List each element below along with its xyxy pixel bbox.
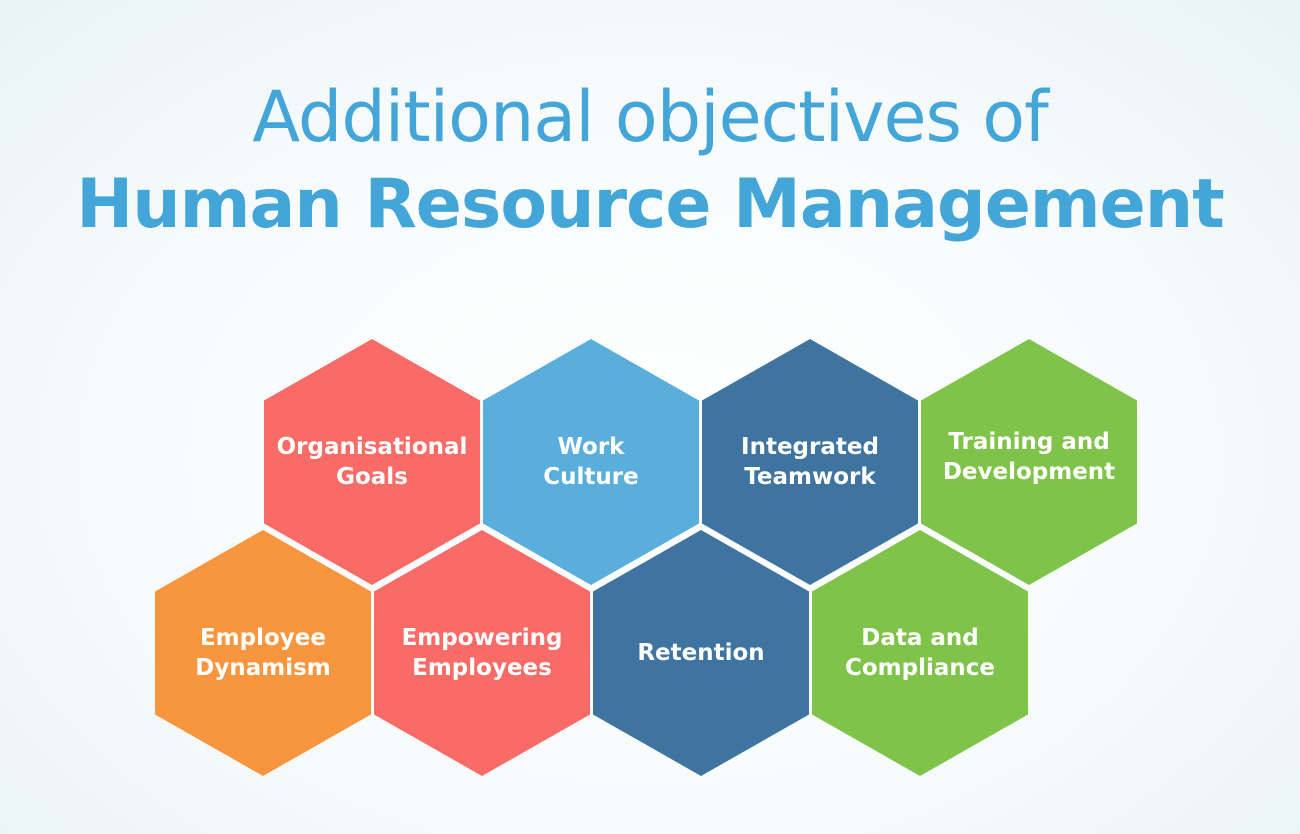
hexagon-label: Empowering Employees <box>401 625 563 681</box>
hexagon-label: Training and Development <box>942 429 1116 485</box>
title-line-1: Additional objectives of <box>252 76 1049 158</box>
hexagon-label: Data and Compliance <box>844 625 995 681</box>
hexagon-work-culture: Work Culture <box>483 339 699 585</box>
title-line-2: Human Resource Management <box>76 165 1224 244</box>
hexagon-empowering-employees: Empowering Employees <box>374 530 590 776</box>
hexagon-label: Employee Dynamism <box>195 625 331 681</box>
hexagon-organisational-goals: Organisational Goals <box>264 339 480 585</box>
hexagon-integrated-teamwork: Integrated Teamwork <box>702 339 918 585</box>
hexagon-employee-dynamism: Employee Dynamism <box>155 530 371 776</box>
hexagon-data-and-compliance: Data and Compliance <box>812 530 1028 776</box>
hexagon-label: Organisational Goals <box>276 434 468 490</box>
hexagon-retention: Retention <box>593 530 809 776</box>
hexagon-label: Work Culture <box>543 434 639 490</box>
hexagon-label: Integrated Teamwork <box>741 434 879 490</box>
hexagon-label: Retention <box>637 640 765 666</box>
hexagon-training-and-development: Training and Development <box>921 339 1137 585</box>
